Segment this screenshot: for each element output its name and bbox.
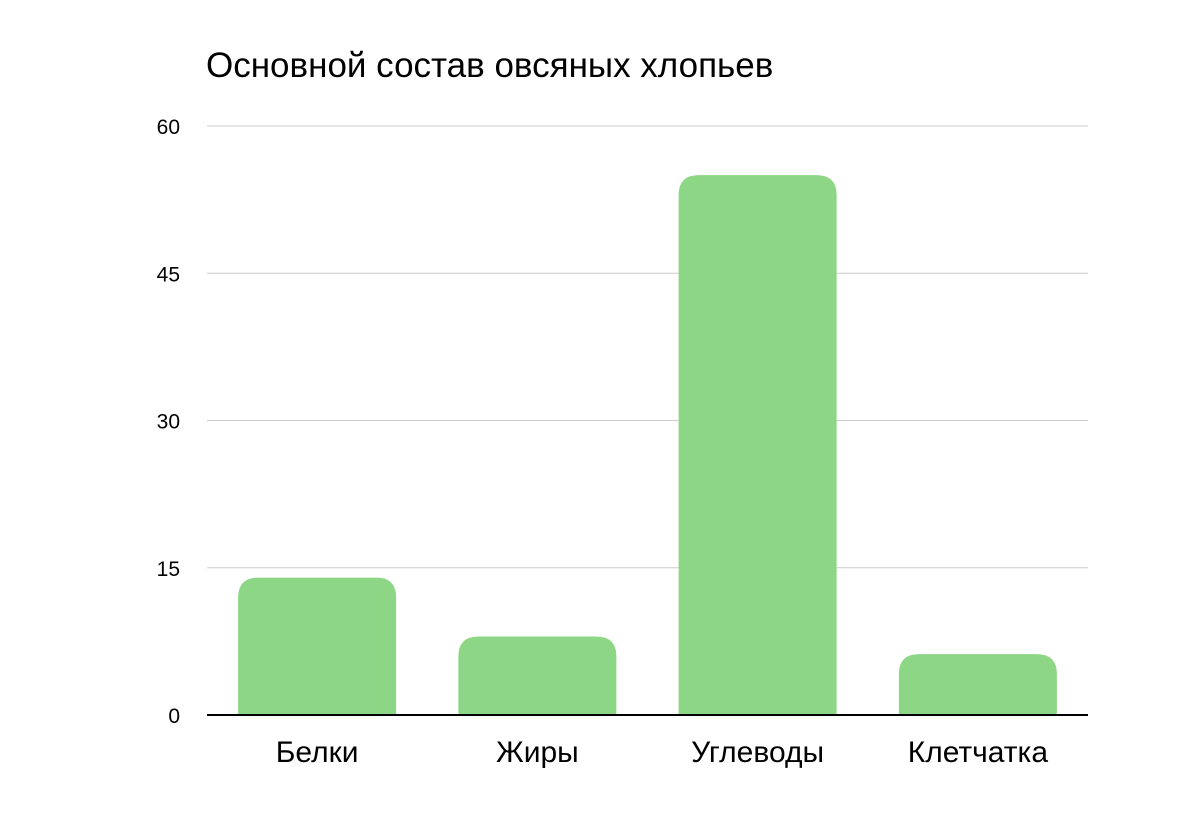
y-tick-label: 15: [157, 558, 180, 581]
y-tick-label: 30: [157, 411, 180, 434]
y-tick-label: 0: [168, 705, 180, 728]
gridlines: [207, 125, 1088, 569]
x-category-label: Жиры: [496, 736, 579, 769]
chart-title: Основной состав овсяных хлопьев: [206, 46, 774, 85]
x-category-label: Белки: [276, 736, 359, 769]
x-axis-categories: Белки Жиры Углеводы Клетчатка: [276, 736, 1049, 769]
bars: [238, 175, 1057, 716]
x-category-label: Углеводы: [691, 736, 824, 769]
bar-3: [678, 175, 837, 716]
bar-1: [238, 577, 397, 715]
y-axis-ticks: 0 15 30 45 60: [157, 116, 180, 728]
y-tick-label: 60: [157, 116, 180, 139]
x-category-label: Клетчатка: [908, 736, 1049, 769]
bar-2: [458, 636, 617, 715]
bar-4: [898, 654, 1057, 715]
y-tick-label: 45: [157, 263, 180, 286]
